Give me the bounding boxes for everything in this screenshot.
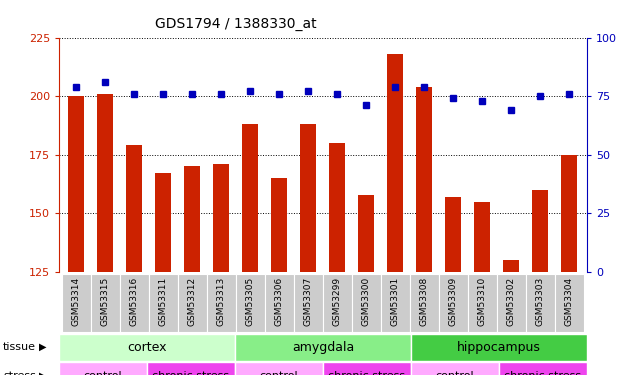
Bar bbox=[417, 87, 432, 272]
Text: GSM53299: GSM53299 bbox=[333, 277, 342, 326]
Bar bbox=[555, 274, 584, 332]
Text: GSM53303: GSM53303 bbox=[536, 277, 545, 326]
Bar bbox=[526, 274, 555, 332]
Text: hippocampus: hippocampus bbox=[457, 341, 541, 354]
Bar bbox=[178, 274, 207, 332]
Bar bbox=[236, 274, 265, 332]
Bar bbox=[265, 274, 294, 332]
Text: chronic stress: chronic stress bbox=[504, 371, 581, 375]
Bar bbox=[445, 197, 461, 272]
Bar bbox=[214, 164, 229, 272]
Bar bbox=[561, 154, 578, 272]
Bar bbox=[271, 178, 288, 272]
Text: chronic stress: chronic stress bbox=[329, 371, 406, 375]
Text: stress: stress bbox=[3, 371, 36, 375]
Bar bbox=[184, 166, 201, 272]
Bar bbox=[352, 274, 381, 332]
Bar bbox=[59, 334, 235, 361]
Bar bbox=[411, 362, 499, 375]
Bar bbox=[330, 143, 345, 272]
Text: GSM53312: GSM53312 bbox=[188, 277, 197, 326]
Bar bbox=[97, 94, 114, 272]
Text: GSM53305: GSM53305 bbox=[246, 277, 255, 326]
Text: cortex: cortex bbox=[127, 341, 166, 354]
Text: amygdala: amygdala bbox=[292, 341, 354, 354]
Bar bbox=[242, 124, 258, 272]
Bar bbox=[532, 190, 548, 272]
Text: ▶: ▶ bbox=[39, 342, 47, 352]
Bar bbox=[497, 274, 526, 332]
Bar bbox=[358, 195, 374, 272]
Bar bbox=[149, 274, 178, 332]
Text: GSM53306: GSM53306 bbox=[275, 277, 284, 326]
Bar bbox=[323, 274, 352, 332]
Bar bbox=[120, 274, 149, 332]
Text: GSM53307: GSM53307 bbox=[304, 277, 313, 326]
Text: GSM53302: GSM53302 bbox=[507, 277, 516, 326]
Text: GSM53309: GSM53309 bbox=[449, 277, 458, 326]
Bar bbox=[62, 274, 91, 332]
Bar bbox=[468, 274, 497, 332]
Bar bbox=[155, 173, 171, 272]
Bar bbox=[410, 274, 439, 332]
Bar bbox=[207, 274, 236, 332]
Bar bbox=[323, 362, 411, 375]
Text: control: control bbox=[435, 371, 474, 375]
Bar bbox=[91, 274, 120, 332]
Text: ▶: ▶ bbox=[39, 371, 47, 375]
Bar bbox=[235, 362, 323, 375]
Bar bbox=[474, 202, 491, 272]
Text: control: control bbox=[260, 371, 298, 375]
Bar bbox=[127, 146, 142, 272]
Text: GSM53314: GSM53314 bbox=[72, 277, 81, 326]
Bar bbox=[59, 362, 147, 375]
Text: GSM53310: GSM53310 bbox=[478, 277, 487, 326]
Text: GSM53315: GSM53315 bbox=[101, 277, 110, 326]
Bar bbox=[504, 260, 519, 272]
Text: GDS1794 / 1388330_at: GDS1794 / 1388330_at bbox=[155, 17, 317, 31]
Text: GSM53308: GSM53308 bbox=[420, 277, 429, 326]
Bar bbox=[381, 274, 410, 332]
Bar bbox=[301, 124, 316, 272]
Bar bbox=[294, 274, 323, 332]
Text: tissue: tissue bbox=[3, 342, 36, 352]
Text: chronic stress: chronic stress bbox=[152, 371, 230, 375]
Bar bbox=[499, 362, 587, 375]
Bar bbox=[439, 274, 468, 332]
Text: GSM53304: GSM53304 bbox=[565, 277, 574, 326]
Text: GSM53313: GSM53313 bbox=[217, 277, 226, 326]
Text: GSM53311: GSM53311 bbox=[159, 277, 168, 326]
Bar bbox=[68, 96, 84, 272]
Text: control: control bbox=[84, 371, 122, 375]
Bar bbox=[235, 334, 411, 361]
Text: GSM53301: GSM53301 bbox=[391, 277, 400, 326]
Bar bbox=[411, 334, 587, 361]
Bar bbox=[147, 362, 235, 375]
Text: GSM53300: GSM53300 bbox=[362, 277, 371, 326]
Text: GSM53316: GSM53316 bbox=[130, 277, 139, 326]
Bar bbox=[388, 54, 404, 272]
